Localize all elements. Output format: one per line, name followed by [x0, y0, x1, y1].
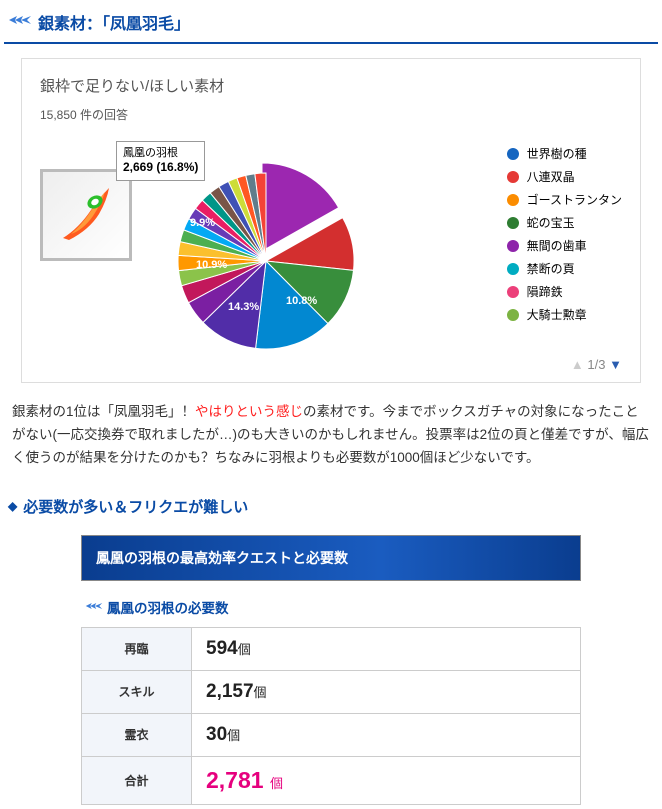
requirements-table: 再臨594個スキル2,157個霊衣30個合計2,781 個 [81, 627, 581, 805]
legend-swatch [507, 263, 519, 275]
legend-item[interactable]: 禁断の頁 [507, 260, 622, 277]
legend-item[interactable]: 八連双晶 [507, 168, 622, 185]
slice-label: 10.8% [286, 295, 317, 307]
table-row: 合計2,781 個 [82, 756, 581, 804]
legend-swatch [507, 148, 519, 160]
legend-label: ゴーストランタン [527, 191, 622, 208]
table-banner: 鳳凰の羽根の最高効率クエストと必要数 [81, 535, 581, 581]
table-section: 鳳凰の羽根の最高効率クエストと必要数 鳳凰の羽根の必要数 再臨594個スキル2,… [81, 535, 581, 805]
table-row: スキル2,157個 [82, 670, 581, 713]
chart-container: 銀枠で足りない/ほしい素材 15,850 件の回答 鳳凰の羽根 2,669 (1… [21, 58, 641, 383]
legend-swatch [507, 194, 519, 206]
feather-icon [51, 180, 121, 250]
main-heading-text: 銀素材：「凤凰羽毛」 [38, 10, 190, 34]
body-paragraph: 銀素材の1位は「凤凰羽毛」！やはりという感じの素材です。今までボックスガチャの対… [12, 401, 650, 470]
pager-prev-icon[interactable]: ▲ [571, 357, 584, 372]
legend-item[interactable]: ゴーストランタン [507, 191, 622, 208]
slice-label: 10.9% [196, 259, 227, 271]
arrow-decoration-icon [8, 13, 32, 32]
row-label: 合計 [82, 756, 192, 804]
chart-legend: 世界樹の種八連双晶ゴーストランタン蛇の宝玉無間の歯車禁断の頁隕蹄鉄大騎士勲章 [507, 145, 622, 329]
legend-label: 禁断の頁 [527, 260, 575, 277]
chart-response-count: 15,850 件の回答 [40, 106, 622, 123]
legend-label: 世界樹の種 [527, 145, 587, 162]
chart-title: 銀枠で足りない/ほしい素材 [40, 75, 622, 96]
pager-text: 1/3 [587, 357, 605, 372]
row-value: 30個 [192, 713, 581, 756]
callout-name: 鳳凰の羽根 [123, 146, 198, 160]
arrow-small-icon [85, 599, 103, 614]
legend-label: 八連双晶 [527, 168, 575, 185]
row-label: 再臨 [82, 627, 192, 670]
table-row: 再臨594個 [82, 627, 581, 670]
row-value: 594個 [192, 627, 581, 670]
slice-label: 14.3% [228, 301, 259, 313]
legend-item[interactable]: 大騎士勲章 [507, 306, 622, 323]
legend-item[interactable]: 世界樹の種 [507, 145, 622, 162]
row-value: 2,781 個 [192, 756, 581, 804]
legend-item[interactable]: 隕蹄鉄 [507, 283, 622, 300]
legend-swatch [507, 286, 519, 298]
legend-label: 大騎士勲章 [527, 306, 587, 323]
pager-next-icon[interactable]: ▼ [609, 357, 622, 372]
legend-swatch [507, 309, 519, 321]
table-row: 霊衣30個 [82, 713, 581, 756]
legend-label: 蛇の宝玉 [527, 214, 575, 231]
row-value: 2,157個 [192, 670, 581, 713]
row-label: スキル [82, 670, 192, 713]
slice-label: 9.9% [190, 217, 215, 229]
legend-label: 無間の歯車 [527, 237, 587, 254]
item-thumbnail [40, 169, 132, 261]
table-subtitle-text: 鳳凰の羽根の必要数 [107, 597, 229, 617]
body-text-red: やはりという感じ [195, 404, 303, 419]
legend-label: 隕蹄鉄 [527, 283, 563, 300]
main-heading: 銀素材：「凤凰羽毛」 [4, 4, 658, 44]
legend-swatch [507, 217, 519, 229]
sub-heading-text: 必要数が多い＆フリクエが難しい [23, 496, 248, 517]
body-text-1: 銀素材の1位は「凤凰羽毛」！ [12, 404, 195, 419]
legend-item[interactable]: 蛇の宝玉 [507, 214, 622, 231]
pie-chart[interactable]: 鳳凰の羽根 2,669 (16.8%) 9.9% 10.9% 14.3% 10.… [146, 141, 376, 351]
legend-swatch [507, 240, 519, 252]
diamond-icon: ◆ [8, 499, 17, 513]
table-subtitle: 鳳凰の羽根の必要数 [85, 597, 581, 617]
row-label: 霊衣 [82, 713, 192, 756]
sub-heading: ◆ 必要数が多い＆フリクエが難しい [8, 496, 654, 517]
legend-swatch [507, 171, 519, 183]
legend-item[interactable]: 無間の歯車 [507, 237, 622, 254]
